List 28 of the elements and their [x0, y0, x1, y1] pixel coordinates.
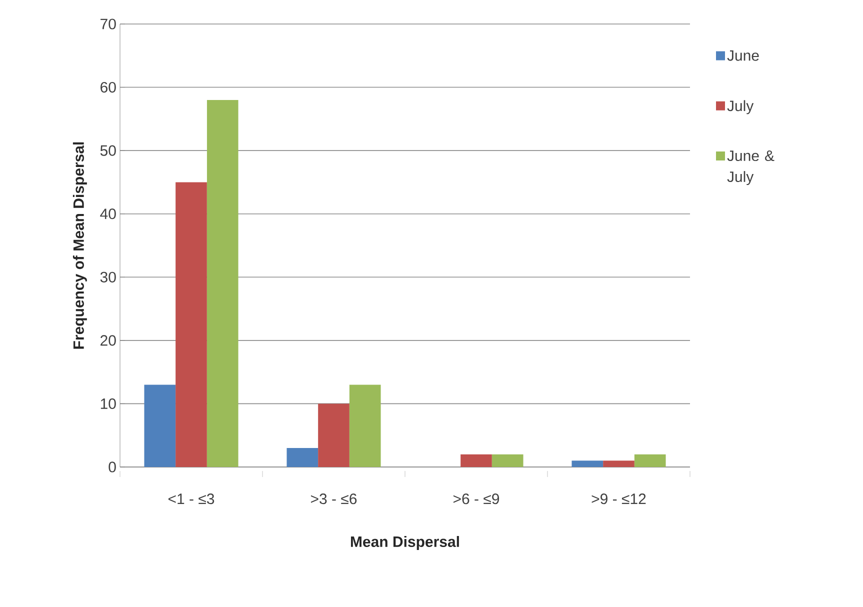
y-tick-label: 60	[100, 82, 116, 93]
bar	[144, 384, 176, 467]
bar	[460, 454, 492, 467]
x-tick-label: >9 - ≤12	[592, 494, 646, 504]
y-tick-label: 40	[100, 208, 116, 220]
bar	[603, 460, 634, 467]
legend-label: June & July	[727, 150, 774, 186]
bar	[492, 454, 524, 467]
x-axis-title: Mean Dispersal	[350, 536, 459, 550]
bar	[634, 454, 666, 467]
y-tick-label: 10	[100, 398, 116, 410]
x-tick-label: <1 - ≤3	[168, 494, 214, 504]
y-tick-label: 70	[100, 18, 116, 30]
y-tick-label: 50	[100, 145, 116, 156]
y-tick-label: 0	[108, 462, 116, 472]
bar	[176, 182, 207, 467]
legend-label: July	[727, 100, 754, 114]
legend-label: June	[727, 50, 759, 61]
y-axis-title: Frequency of Mean Dispersal	[72, 142, 87, 349]
x-tick-label: >3 - ≤6	[310, 494, 357, 504]
x-tick-label: >6 - ≤9	[453, 494, 500, 504]
y-tick-label: 20	[100, 335, 116, 346]
bar	[349, 384, 381, 467]
bar	[286, 448, 318, 467]
y-tick-label: 30	[100, 272, 116, 282]
bar	[572, 460, 604, 467]
bar	[206, 100, 238, 467]
bar	[318, 404, 350, 467]
